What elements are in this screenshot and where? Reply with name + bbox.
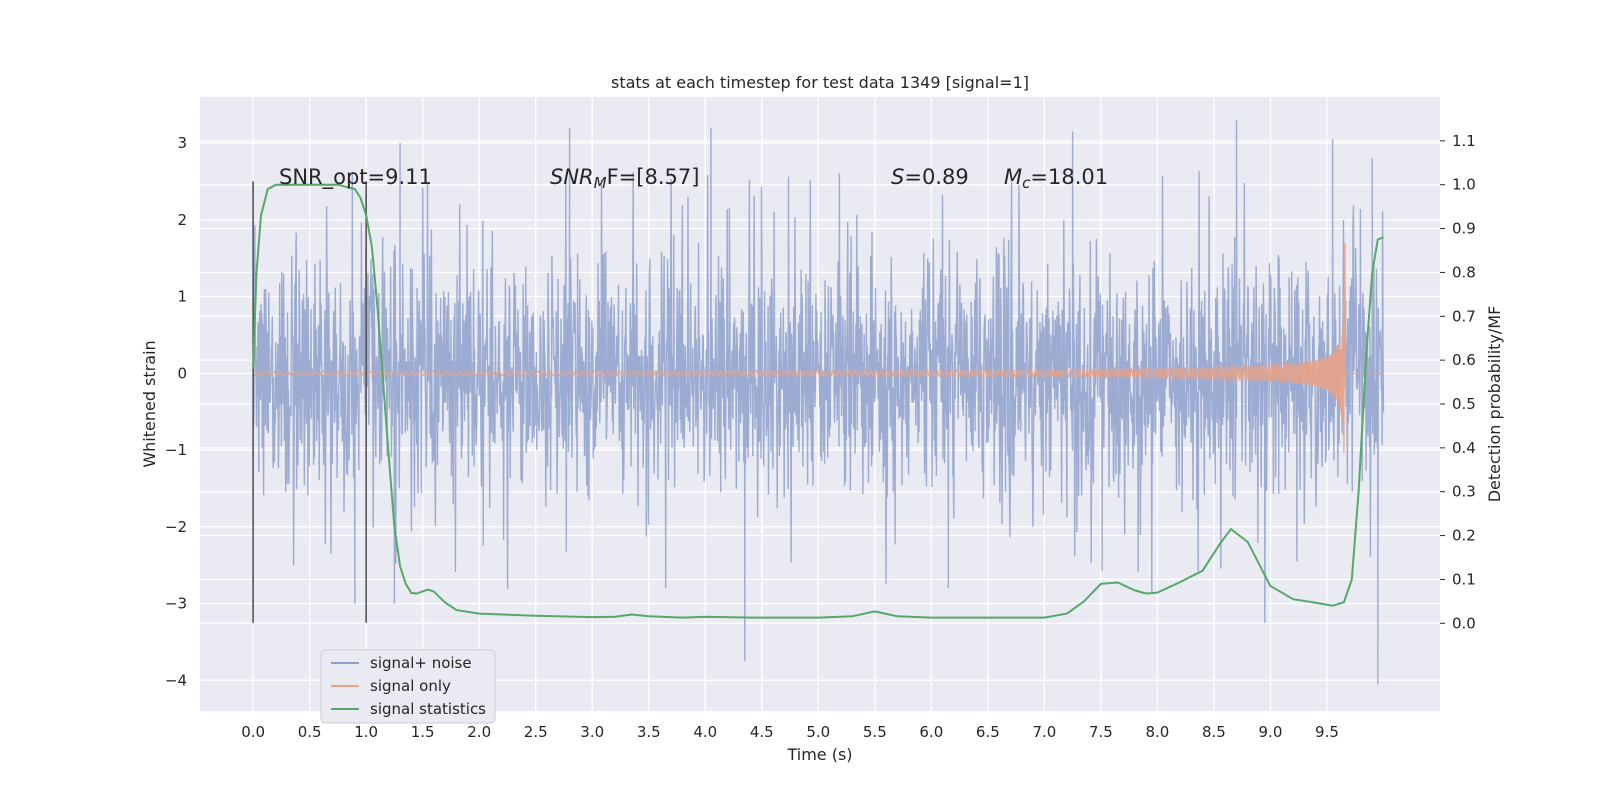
annotation-snr-opt: SNR_opt=9.11	[279, 165, 432, 190]
y-tick-label-right: 0.5	[1452, 395, 1476, 413]
legend-label-signal-noise: signal+ noise	[370, 654, 472, 672]
x-tick-label: 1.5	[411, 723, 435, 741]
y-tick-label-right: 0.0	[1452, 614, 1476, 632]
x-tick-label: 2.5	[524, 723, 548, 741]
annotation-s-value: =0.89	[904, 165, 968, 189]
y-tick-label-right: 0.9	[1452, 220, 1476, 238]
x-tick-label: 1.0	[354, 723, 378, 741]
legend-box	[320, 649, 496, 724]
annotation-snr-mf-value: F=[8.57]	[607, 165, 700, 189]
annotation-snr-mf-subscript: M	[594, 174, 607, 192]
series-signal-noise	[252, 119, 1385, 685]
y-tick-label-left: −4	[165, 671, 187, 689]
x-tick-label: 4.0	[693, 723, 717, 741]
x-tick-label: 6.0	[919, 723, 943, 741]
x-tick-label: 0.0	[241, 723, 265, 741]
y-tick-label-right: 0.3	[1452, 483, 1476, 501]
legend-label-signal-only: signal only	[370, 677, 451, 695]
x-tick-label: 5.5	[863, 723, 887, 741]
x-tick-label: 9.5	[1315, 723, 1339, 741]
legend: signal+ noise signal only signal statist…	[320, 649, 496, 724]
x-tick-label: 3.5	[637, 723, 661, 741]
y-tick-label-left: 1	[177, 288, 187, 306]
x-tick-label: 2.0	[467, 723, 491, 741]
y-tick-label-left: 2	[177, 211, 187, 229]
x-tick-label: 3.0	[580, 723, 604, 741]
annotation-mc-value: =18.01	[1030, 165, 1108, 189]
y-tick-label-right: 1.0	[1452, 176, 1476, 194]
ticks: 0.0 0.5 1.0 1.5 2.0 2.5 3.0 3.5 4.0 4.5 5.0 5.5 6.0 6…	[165, 132, 1476, 741]
x-axis-label: Time (s)	[786, 745, 852, 764]
y-tick-label-right: 0.1	[1452, 570, 1476, 588]
x-tick-label: 5.0	[806, 723, 830, 741]
series-signal-statistics	[252, 183, 1384, 619]
legend-label-signal-statistics: signal statistics	[370, 700, 486, 718]
annotation-s-symbol: S	[891, 165, 904, 189]
x-tick-label: 6.5	[976, 723, 1000, 741]
x-tick-label: 9.0	[1259, 723, 1283, 741]
y-axis-label-right: Detection probability/MF	[1485, 306, 1504, 503]
y-tick-label-left: 0	[177, 364, 187, 382]
chart-title: stats at each timestep for test data 134…	[611, 73, 1029, 92]
y-tick-label-right: 0.2	[1452, 527, 1476, 545]
series-signal-only	[252, 243, 1384, 453]
annotation-snr-mf-symbol: SNR	[550, 165, 594, 189]
y-tick-label-right: 0.8	[1452, 263, 1476, 281]
x-tick-label: 0.5	[298, 723, 322, 741]
y-tick-label-left: −1	[165, 441, 187, 459]
annotation-mc-symbol: M	[1004, 165, 1022, 189]
x-tick-label: 8.0	[1145, 723, 1169, 741]
annotation-snr-mf: SNRMF=[8.57]	[550, 165, 699, 192]
x-tick-label: 8.5	[1202, 723, 1226, 741]
x-tick-label: 7.0	[1032, 723, 1056, 741]
y-tick-label-right: 1.1	[1452, 132, 1476, 150]
y-tick-label-left: −2	[165, 518, 187, 536]
series-layer	[252, 119, 1385, 685]
y-tick-label-left: −3	[165, 595, 187, 613]
y-tick-label-right: 0.6	[1452, 351, 1476, 369]
annotation-s: S=0.89	[891, 165, 969, 189]
annotation-mc: Mc=18.01	[1004, 165, 1108, 192]
y-tick-label-left: 3	[177, 134, 187, 152]
y-tick-label-right: 0.7	[1452, 307, 1476, 325]
x-tick-label: 7.5	[1089, 723, 1113, 741]
y-tick-label-right: 0.4	[1452, 439, 1476, 457]
annotation-mc-subscript: c	[1022, 174, 1031, 192]
y-axis-label-left: Whitened strain	[140, 340, 159, 467]
x-tick-label: 4.5	[750, 723, 774, 741]
